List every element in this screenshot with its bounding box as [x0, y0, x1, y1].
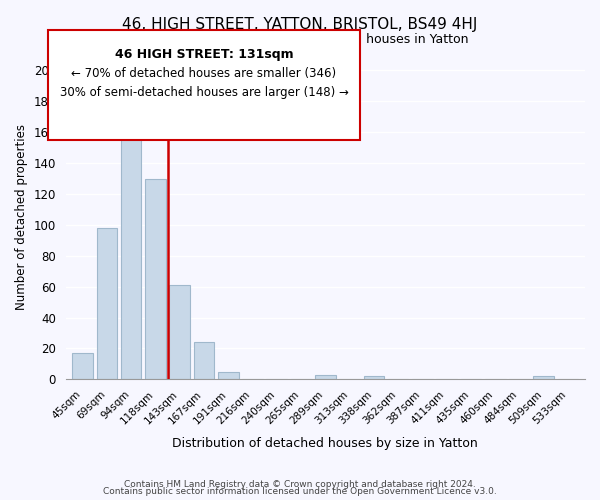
X-axis label: Distribution of detached houses by size in Yatton: Distribution of detached houses by size … [172, 437, 478, 450]
Text: 46, HIGH STREET, YATTON, BRISTOL, BS49 4HJ: 46, HIGH STREET, YATTON, BRISTOL, BS49 4… [122, 18, 478, 32]
Bar [97, 228, 117, 380]
Bar [194, 342, 214, 380]
Text: 30% of semi-detached houses are larger (148) →: 30% of semi-detached houses are larger (… [59, 86, 349, 99]
Bar [533, 376, 554, 380]
Bar [169, 285, 190, 380]
Bar [121, 136, 142, 380]
Bar [73, 353, 93, 380]
Bar [315, 374, 335, 380]
Bar [364, 376, 384, 380]
Bar [145, 178, 166, 380]
Y-axis label: Number of detached properties: Number of detached properties [15, 124, 28, 310]
Bar [218, 372, 239, 380]
Text: ← 70% of detached houses are smaller (346): ← 70% of detached houses are smaller (34… [71, 68, 337, 80]
Text: 46 HIGH STREET: 131sqm: 46 HIGH STREET: 131sqm [115, 48, 293, 60]
Text: Contains public sector information licensed under the Open Government Licence v3: Contains public sector information licen… [103, 488, 497, 496]
Text: Contains HM Land Registry data © Crown copyright and database right 2024.: Contains HM Land Registry data © Crown c… [124, 480, 476, 489]
Text: Size of property relative to detached houses in Yatton: Size of property relative to detached ho… [132, 32, 468, 46]
